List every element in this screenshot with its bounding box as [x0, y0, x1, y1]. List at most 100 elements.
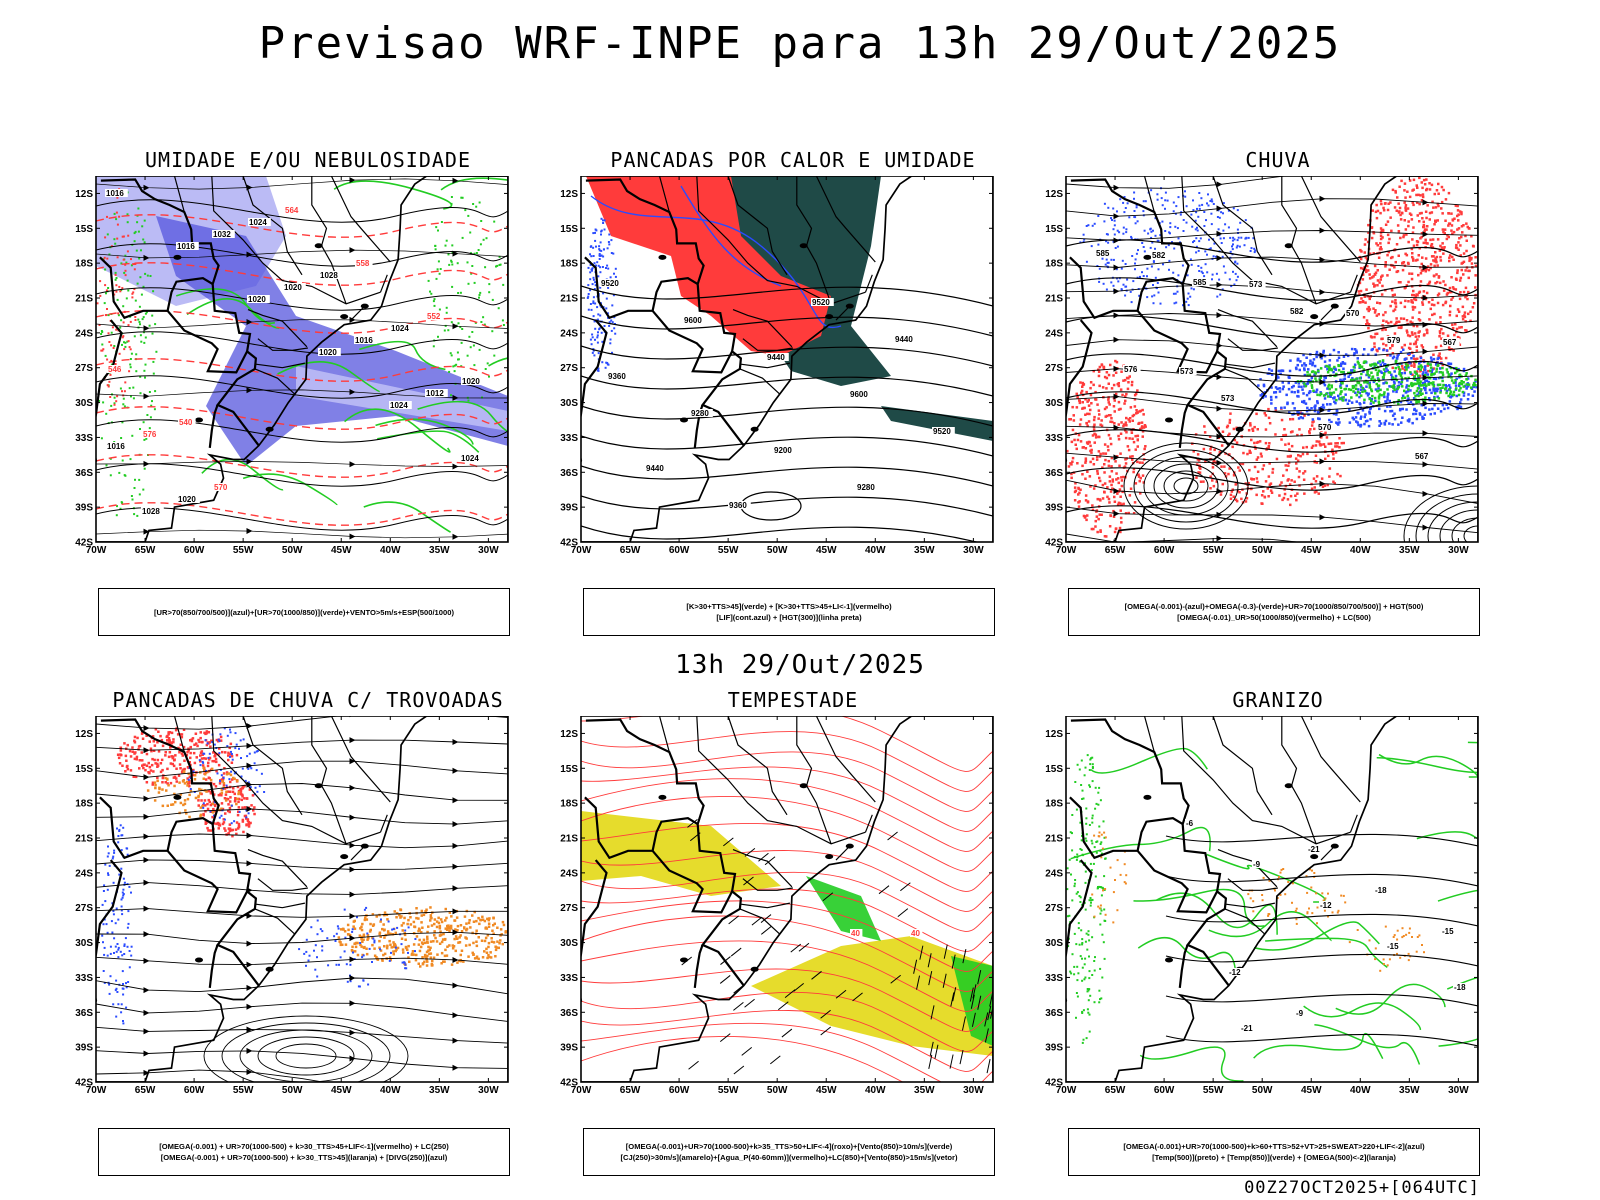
precip-cell — [1102, 365, 1106, 369]
precip-cell — [406, 922, 409, 926]
precip-cell — [1142, 426, 1146, 429]
precip-cell — [1116, 210, 1118, 213]
precip-cell — [347, 928, 350, 932]
precip-cell — [1264, 395, 1267, 398]
precip-cell — [129, 358, 132, 360]
precip-cell — [1081, 401, 1084, 404]
precip-cell — [1373, 345, 1376, 349]
precip-cell — [1438, 335, 1441, 338]
precip-cell — [107, 874, 110, 876]
precip-cell — [232, 787, 235, 790]
precip-cell — [106, 931, 109, 934]
contour-label: 1020 — [248, 295, 266, 304]
precip-cell — [405, 967, 408, 970]
precip-cell — [1359, 423, 1363, 427]
precip-cell — [467, 282, 470, 285]
precip-cell — [1157, 291, 1160, 294]
precip-cell — [1455, 387, 1458, 390]
map-pancadas-calor[interactable]: 9520 9600 9440 9600 9520 9440 9360 9520 9440 9360… — [533, 176, 1053, 576]
precip-cell — [1328, 391, 1332, 395]
precip-cell — [387, 920, 390, 923]
precip-cell — [458, 936, 461, 939]
precip-cell — [1386, 233, 1390, 237]
precip-cell — [229, 728, 231, 731]
precip-cell — [599, 241, 602, 244]
precip-cell — [1261, 393, 1264, 396]
precip-cell — [419, 965, 422, 968]
precip-cell — [351, 928, 354, 931]
streamline-arrow — [1319, 289, 1326, 296]
lon-tick-label: 70W — [1056, 545, 1077, 556]
precip-cell — [404, 967, 407, 970]
precip-cell — [231, 834, 234, 838]
label-bg — [106, 442, 129, 450]
precip-cell — [1366, 381, 1369, 384]
precip-cell — [1473, 390, 1476, 393]
country-border — [651, 310, 734, 374]
precip-cell — [1350, 396, 1353, 399]
label-bg — [142, 430, 160, 438]
precip-cell — [444, 244, 447, 247]
precip-cell — [1374, 368, 1378, 372]
precip-cell — [192, 770, 195, 773]
precip-cell — [427, 945, 430, 949]
precip-cell — [1154, 217, 1157, 220]
precip-cell — [1281, 387, 1285, 391]
precip-cell — [118, 873, 121, 876]
precip-cell — [1333, 374, 1336, 378]
precip-cell — [359, 927, 362, 930]
precip-cell — [469, 346, 472, 349]
precip-cell — [133, 735, 137, 739]
precip-cell — [106, 888, 109, 891]
streamline-arrow — [1319, 406, 1326, 413]
precip-cell — [1419, 380, 1422, 383]
precip-cell — [1434, 257, 1437, 260]
precip-cell — [1404, 377, 1407, 380]
precip-cell — [391, 933, 395, 936]
precip-cell — [1406, 389, 1410, 393]
map-umidade[interactable]: 1016 1016 1020 1020 1024 1024 1028 1032 1020 1016… — [48, 176, 568, 576]
hgt-contour — [581, 525, 979, 542]
precip-cell — [1424, 373, 1427, 377]
contour-label: 1024 — [390, 401, 408, 410]
precip-cell — [1469, 310, 1472, 313]
precip-cell — [1357, 362, 1360, 365]
contour-label: 1028 — [142, 507, 160, 516]
precip-cell — [1313, 427, 1316, 431]
streamline — [1066, 176, 1289, 189]
country-border — [584, 256, 699, 320]
precip-cell — [1391, 344, 1394, 348]
precip-cell — [1086, 424, 1089, 428]
precip-cell — [1134, 482, 1138, 485]
precip-cell — [1274, 386, 1278, 389]
map-trovoadas[interactable]: 12S 15S 18S 21S 24S 27S 30S 33S 36S 39S 42S 70W 65W 6… — [48, 716, 568, 1116]
precip-cell — [1203, 225, 1206, 227]
precip-cell — [1312, 358, 1316, 361]
map-chuva[interactable]: 585 585 582 579 576 573 570 567 582 573 570 567 573 1… — [1018, 176, 1538, 576]
precip-cell — [1142, 481, 1145, 484]
precip-cell — [192, 751, 196, 755]
precip-cell — [1450, 290, 1453, 294]
label-bg — [213, 483, 231, 491]
precip-cell — [1431, 200, 1434, 204]
precip-cell — [193, 774, 197, 777]
precip-cell — [154, 728, 158, 731]
precip-cell — [142, 421, 145, 424]
run-timestamp: 00Z27OCT2025+[064UTC] — [1244, 1178, 1480, 1198]
precip-cell — [473, 281, 476, 284]
precip-cell — [423, 941, 427, 945]
precip-cell — [1340, 370, 1343, 374]
precip-cell — [123, 943, 126, 946]
precip-cell — [1460, 225, 1464, 228]
precip-cell — [137, 318, 140, 321]
precip-cell — [363, 908, 366, 911]
precip-cell — [1150, 189, 1153, 192]
precip-cell — [204, 778, 208, 781]
precip-cell — [113, 403, 116, 406]
precip-cell — [1120, 503, 1123, 506]
lat-tick-label: 21S — [560, 294, 578, 305]
precip-cell — [114, 273, 117, 276]
precip-cell — [150, 763, 154, 767]
precip-cell — [488, 291, 491, 294]
precip-cell — [1372, 307, 1375, 310]
